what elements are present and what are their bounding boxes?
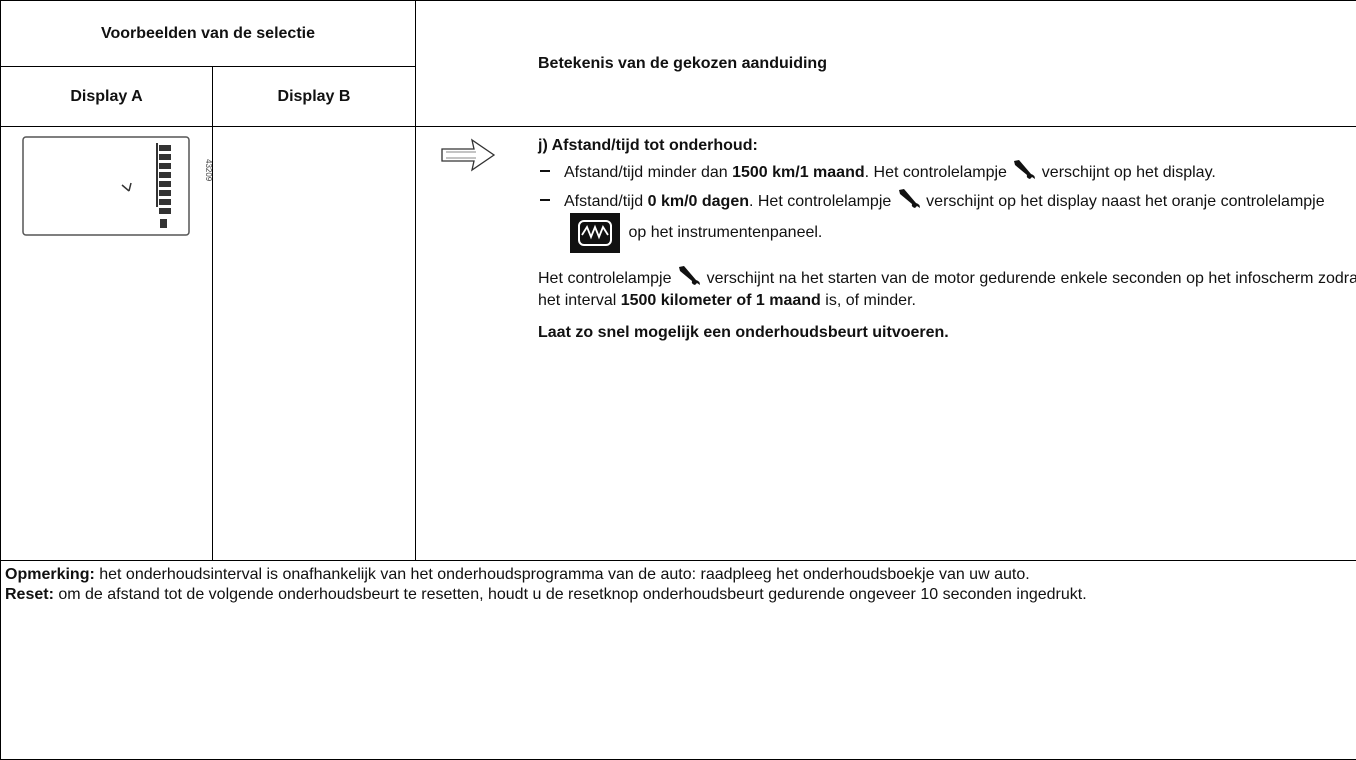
text: is, of minder. <box>820 292 916 309</box>
advice: Laat zo snel mogelijk een onderhoudsbeur… <box>538 324 949 341</box>
text: op het instrumentenpaneel. <box>624 224 823 242</box>
text: verschijnt na het starten van de motor g… <box>538 270 1356 309</box>
meaning-header: Betekenis van de gekozen aanduiding <box>415 0 1356 127</box>
text: verschijnt op het display naast het oran… <box>921 193 1325 210</box>
wrench-icon <box>1014 160 1036 179</box>
bold-text: 1500 km/1 maand <box>732 164 865 181</box>
bold-text: 0 km/0 dagen <box>647 193 749 210</box>
text: Afstand/tijd <box>564 193 648 210</box>
text: . Het controlelampje <box>864 164 1012 181</box>
header-text: Display B <box>277 87 351 105</box>
wrench-icon <box>679 266 701 285</box>
meaning-cell: j) Afstand/tijd tot onderhoud: Afstand/t… <box>415 126 1356 561</box>
display-a-header: Display A <box>0 66 213 127</box>
text: verschijnt op het display. <box>1037 164 1216 181</box>
text: . Het controlelampje <box>748 193 896 210</box>
text: Afstand/tijd minder dan <box>564 164 733 181</box>
note-text: om de afstand tot de volgende onderhouds… <box>53 586 1087 603</box>
note: Reset: om de afstand tot de volgende ond… <box>5 585 1351 605</box>
header-text: Betekenis van de gekozen aanduiding <box>538 54 827 72</box>
warning-lamp-icon <box>570 213 620 253</box>
note: Opmerking: het onderhoudsinterval is ona… <box>5 565 1351 585</box>
note-text: het onderhoudsinterval is onafhankelijk … <box>94 566 1030 583</box>
heading: j) Afstand/tijd tot onderhoud: <box>538 137 758 154</box>
display-b-header: Display B <box>212 66 416 127</box>
selection-header: Voorbeelden van de selectie <box>0 0 416 67</box>
meaning-text: j) Afstand/tijd tot onderhoud: Afstand/t… <box>538 135 1356 344</box>
wrench-icon <box>898 189 920 208</box>
header-text: Display A <box>70 87 143 105</box>
paragraph: Het controlelampje verschijnt na het sta… <box>538 263 1356 312</box>
arrow <box>441 138 496 172</box>
header-text: Voorbeelden van de selectie <box>100 24 315 42</box>
list-item: Afstand/tijd minder dan 1500 km/1 maand.… <box>538 157 1356 184</box>
text: Het controlelampje <box>538 270 677 287</box>
display-illustration: 43209 <box>22 136 213 236</box>
note-label: Opmerking: <box>5 566 95 583</box>
list-item: Afstand/tijd 0 km/0 dagen. Het controlel… <box>538 186 1356 253</box>
image-code: 43209 <box>204 159 213 182</box>
note-label: Reset: <box>5 586 54 603</box>
bold-text: 1500 kilometer of 1 maand <box>620 292 821 309</box>
notes-box: Opmerking: het onderhoudsinterval is ona… <box>0 560 1356 760</box>
display-a-cell: 43209 <box>0 126 213 561</box>
display-b-cell <box>212 126 416 561</box>
